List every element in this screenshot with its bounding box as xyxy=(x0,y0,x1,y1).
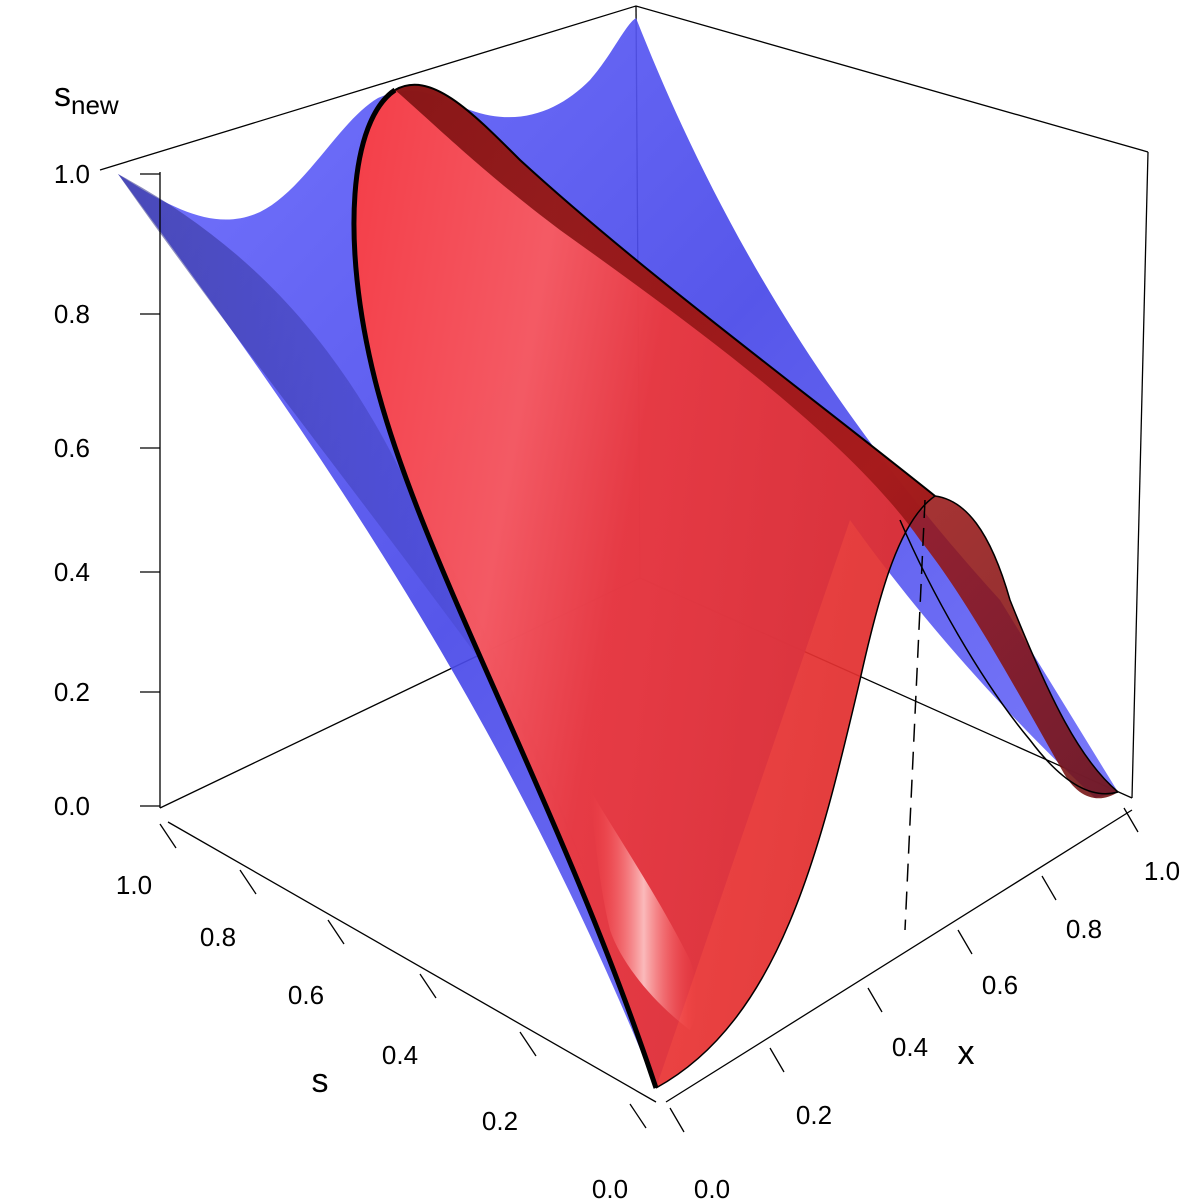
dashed-line xyxy=(904,499,926,931)
z-tick-label: 0.0 xyxy=(54,791,90,821)
s-tick-label: 0.2 xyxy=(482,1106,518,1136)
s-tick-label: 0.6 xyxy=(288,980,324,1010)
z-tick-label: 0.8 xyxy=(54,299,90,329)
z-tick-label: 1.0 xyxy=(54,159,90,189)
s-tick-label: 1.0 xyxy=(116,870,152,900)
x-tick-label: 0.8 xyxy=(1066,914,1102,944)
s-axis-title: s xyxy=(312,1062,329,1100)
s-tick-label: 0.8 xyxy=(200,922,236,952)
red-surface xyxy=(351,83,1119,1089)
box-front-edges xyxy=(159,172,1133,1103)
x-axis-title: x xyxy=(958,1034,975,1072)
s-tick-label: 0.4 xyxy=(382,1040,418,1070)
x-tick-label: 0.2 xyxy=(796,1100,832,1130)
z-axis: 1.0 0.8 0.6 0.4 0.2 0.0 snew xyxy=(54,76,160,821)
z-axis-title: snew xyxy=(54,76,119,120)
z-tick-label: 0.2 xyxy=(54,677,90,707)
x-tick-label: 1.0 xyxy=(1144,856,1180,886)
x-tick-label: 0.6 xyxy=(982,970,1018,1000)
x-tick-label: 0.4 xyxy=(892,1032,928,1062)
s-axis: 1.0 0.8 0.6 0.4 0.2 0.0 s xyxy=(116,823,647,1199)
x-tick-label: 0.0 xyxy=(694,1174,730,1199)
z-tick-label: 0.6 xyxy=(54,433,90,463)
z-tick-label: 0.4 xyxy=(54,557,90,587)
x-axis: 0.0 0.2 0.4 0.6 0.8 1.0 x xyxy=(669,807,1180,1199)
s-tick-label: 0.0 xyxy=(592,1174,628,1199)
